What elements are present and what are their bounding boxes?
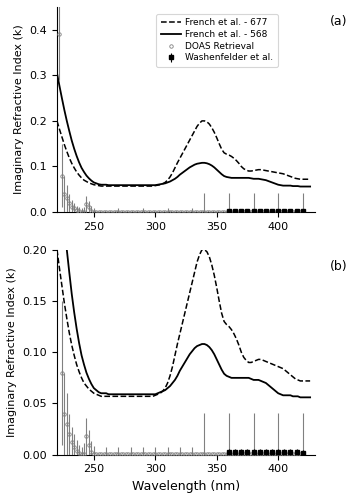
French et al. - 677 (288, 174, 292, 180)
DOAS Retrieval (291, 451, 295, 457)
DOAS Retrieval (205, 451, 209, 457)
French et al. - 677 (308, 378, 312, 384)
French et al. - 677 (55, 118, 59, 124)
French et al. - 568 (119, 182, 123, 188)
French et al. - 677 (131, 394, 135, 400)
French et al. - 568 (180, 170, 184, 176)
X-axis label: Wavelength (nm): Wavelength (nm) (132, 480, 240, 493)
Line: French et al. - 568: French et al. - 568 (57, 73, 310, 186)
Legend: French et al. - 677, French et al. - 568, DOAS Retrieval, Washenfelder et al.: French et al. - 677, French et al. - 568… (156, 14, 278, 67)
French et al. - 677 (62, 142, 67, 148)
French et al. - 568 (129, 182, 133, 188)
DOAS Retrieval (185, 208, 189, 214)
Y-axis label: Imaginary Refractive Index (k): Imaginary Refractive Index (k) (14, 24, 24, 194)
French et al. - 568 (308, 394, 312, 400)
French et al. - 568 (298, 394, 303, 400)
Text: (a): (a) (330, 15, 347, 28)
French et al. - 568 (55, 70, 59, 76)
French et al. - 568 (119, 392, 123, 398)
DOAS Retrieval (79, 451, 84, 457)
French et al. - 568 (308, 184, 312, 190)
DOAS Retrieval (284, 208, 288, 214)
French et al. - 568 (286, 392, 290, 398)
French et al. - 677 (301, 378, 305, 384)
DOAS Retrieval (116, 451, 121, 457)
French et al. - 568 (180, 364, 184, 370)
Line: French et al. - 677: French et al. - 677 (57, 121, 310, 186)
Line: DOAS Retrieval: DOAS Retrieval (58, 32, 305, 214)
French et al. - 677 (99, 394, 103, 400)
DOAS Retrieval (106, 208, 111, 214)
French et al. - 677 (183, 146, 187, 152)
DOAS Retrieval (205, 208, 209, 214)
French et al. - 677 (99, 183, 103, 189)
DOAS Retrieval (57, 32, 62, 38)
French et al. - 677 (308, 176, 312, 182)
French et al. - 568 (298, 184, 303, 190)
French et al. - 677 (183, 310, 187, 316)
French et al. - 568 (129, 392, 133, 398)
DOAS Retrieval (79, 208, 84, 214)
French et al. - 677 (55, 246, 59, 252)
French et al. - 677 (131, 183, 135, 189)
Text: (b): (b) (330, 260, 347, 273)
Line: DOAS Retrieval: DOAS Retrieval (58, 53, 305, 456)
French et al. - 677 (288, 372, 292, 378)
Line: French et al. - 677: French et al. - 677 (57, 250, 310, 396)
French et al. - 568 (286, 182, 290, 188)
French et al. - 568 (62, 107, 67, 113)
French et al. - 677 (301, 176, 305, 182)
DOAS Retrieval (57, 52, 62, 58)
French et al. - 677 (121, 183, 126, 189)
DOAS Retrieval (106, 451, 111, 457)
DOAS Retrieval (284, 451, 288, 457)
French et al. - 568 (55, 139, 59, 145)
DOAS Retrieval (185, 451, 189, 457)
DOAS Retrieval (116, 208, 121, 214)
French et al. - 568 (301, 184, 305, 190)
Y-axis label: Imaginary Refractive Index (k): Imaginary Refractive Index (k) (7, 268, 17, 437)
DOAS Retrieval (291, 208, 295, 214)
French et al. - 677 (62, 300, 67, 306)
French et al. - 568 (301, 394, 305, 400)
DOAS Retrieval (301, 208, 305, 214)
French et al. - 568 (62, 222, 67, 228)
DOAS Retrieval (301, 451, 305, 457)
French et al. - 677 (121, 394, 126, 400)
Line: French et al. - 568: French et al. - 568 (57, 142, 310, 398)
